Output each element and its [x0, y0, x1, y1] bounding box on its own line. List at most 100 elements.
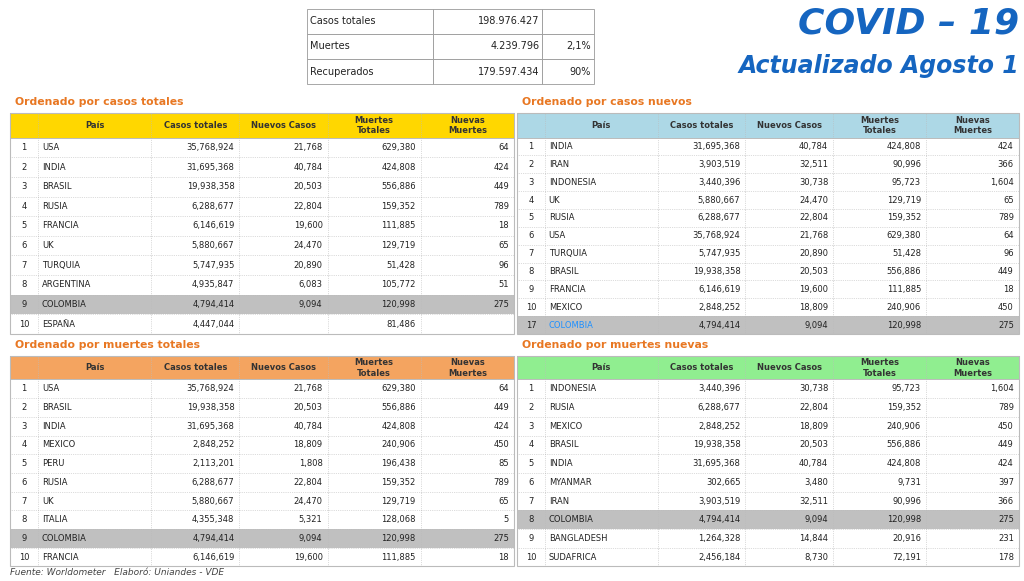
Text: 30,738: 30,738	[799, 178, 828, 187]
Text: 4: 4	[22, 440, 27, 449]
Text: Fuente: Worldometer   Elaboró: Uniandes - VDE: Fuente: Worldometer Elaboró: Uniandes - …	[10, 568, 224, 577]
Text: Casos totales: Casos totales	[310, 16, 376, 26]
Text: 90%: 90%	[569, 67, 591, 77]
Bar	[517, 473, 1019, 492]
Bar	[10, 548, 514, 566]
Text: 64: 64	[499, 384, 509, 393]
Text: 6: 6	[528, 478, 534, 487]
Text: 2: 2	[22, 163, 27, 171]
Text: 5,880,667: 5,880,667	[697, 196, 740, 205]
Text: 2: 2	[528, 403, 534, 412]
Bar	[517, 316, 1019, 334]
Text: 8: 8	[22, 281, 27, 289]
Text: 10: 10	[525, 303, 537, 312]
Text: 3,903,519: 3,903,519	[698, 497, 740, 505]
Text: 95,723: 95,723	[892, 384, 921, 393]
Text: 85: 85	[499, 459, 509, 468]
Text: 18: 18	[499, 221, 509, 231]
Text: 3: 3	[528, 178, 534, 187]
Text: 198.976.427: 198.976.427	[478, 16, 540, 26]
Text: 40,784: 40,784	[294, 422, 323, 431]
Bar	[433, 34, 543, 59]
Text: 178: 178	[997, 553, 1014, 562]
Text: País: País	[85, 364, 104, 372]
Text: BRASIL: BRASIL	[549, 440, 579, 449]
Text: 51: 51	[499, 281, 509, 289]
Bar	[307, 9, 433, 34]
Text: MEXICO: MEXICO	[549, 422, 582, 431]
Text: 1,808: 1,808	[299, 459, 323, 468]
Text: 24,470: 24,470	[294, 497, 323, 505]
Text: 8: 8	[22, 515, 27, 524]
Bar	[10, 357, 514, 379]
Text: 30,738: 30,738	[799, 384, 828, 393]
Text: MYANMAR: MYANMAR	[549, 478, 591, 487]
Text: 24,470: 24,470	[294, 241, 323, 250]
Text: 3: 3	[528, 422, 534, 431]
Text: País: País	[592, 121, 611, 130]
Text: ESPAÑA: ESPAÑA	[42, 320, 75, 329]
Text: 9,731: 9,731	[897, 478, 921, 487]
Bar	[517, 263, 1019, 281]
Text: 5,321: 5,321	[299, 515, 323, 524]
Text: 129,719: 129,719	[887, 196, 921, 205]
Text: COVID – 19: COVID – 19	[798, 6, 1019, 41]
Text: 240,906: 240,906	[887, 422, 921, 431]
Text: 22,804: 22,804	[294, 202, 323, 211]
Text: 450: 450	[998, 303, 1014, 312]
Text: País: País	[592, 364, 611, 372]
Text: BRASIL: BRASIL	[42, 182, 72, 191]
Bar	[517, 510, 1019, 529]
Text: 65: 65	[1004, 196, 1014, 205]
Text: 4: 4	[528, 440, 534, 449]
Bar	[307, 59, 433, 84]
Bar	[517, 436, 1019, 454]
Text: INDIA: INDIA	[549, 142, 572, 151]
Text: 19,600: 19,600	[294, 221, 323, 231]
Text: 4,355,348: 4,355,348	[193, 515, 234, 524]
Text: IRAN: IRAN	[549, 160, 569, 169]
Text: 10: 10	[18, 320, 30, 329]
Text: 19,938,358: 19,938,358	[692, 440, 740, 449]
Text: 6: 6	[22, 478, 27, 487]
Text: Muertes
Totales: Muertes Totales	[354, 116, 394, 135]
Text: 556,886: 556,886	[381, 403, 416, 412]
Text: 6: 6	[22, 241, 27, 250]
Bar	[10, 216, 514, 236]
Text: 5: 5	[504, 515, 509, 524]
Text: 2,113,201: 2,113,201	[193, 459, 234, 468]
Bar	[10, 295, 514, 314]
Text: 81,486: 81,486	[386, 320, 416, 329]
Text: COLOMBIA: COLOMBIA	[42, 534, 87, 543]
Text: 19,938,358: 19,938,358	[186, 403, 234, 412]
Bar	[517, 357, 1019, 379]
Text: 1: 1	[22, 384, 27, 393]
Text: 159,352: 159,352	[887, 403, 921, 412]
Text: 18,809: 18,809	[799, 422, 828, 431]
Text: 8: 8	[528, 267, 534, 276]
Text: 20,503: 20,503	[799, 440, 828, 449]
Text: Casos totales: Casos totales	[670, 121, 733, 130]
Text: 789: 789	[997, 213, 1014, 223]
Text: 9: 9	[528, 285, 534, 294]
Text: 5,880,667: 5,880,667	[191, 497, 234, 505]
Text: FRANCIA: FRANCIA	[42, 221, 79, 231]
Text: 2,848,252: 2,848,252	[698, 303, 740, 312]
Text: 302,665: 302,665	[706, 478, 740, 487]
Text: 424: 424	[494, 422, 509, 431]
Text: 96: 96	[1004, 249, 1014, 258]
Text: 275: 275	[998, 321, 1014, 329]
Text: 35,768,924: 35,768,924	[692, 231, 740, 241]
Text: Nuevas
Muertes: Nuevas Muertes	[953, 358, 992, 378]
Bar	[517, 209, 1019, 227]
Text: 159,352: 159,352	[382, 478, 416, 487]
Text: RUSIA: RUSIA	[42, 478, 68, 487]
Bar	[543, 9, 594, 34]
Text: FRANCIA: FRANCIA	[42, 553, 79, 562]
Text: 231: 231	[998, 534, 1014, 543]
Text: 5,747,935: 5,747,935	[698, 249, 740, 258]
Text: 629,380: 629,380	[381, 143, 416, 152]
Bar	[10, 113, 514, 138]
Text: 424: 424	[998, 142, 1014, 151]
Text: 4: 4	[22, 202, 27, 211]
